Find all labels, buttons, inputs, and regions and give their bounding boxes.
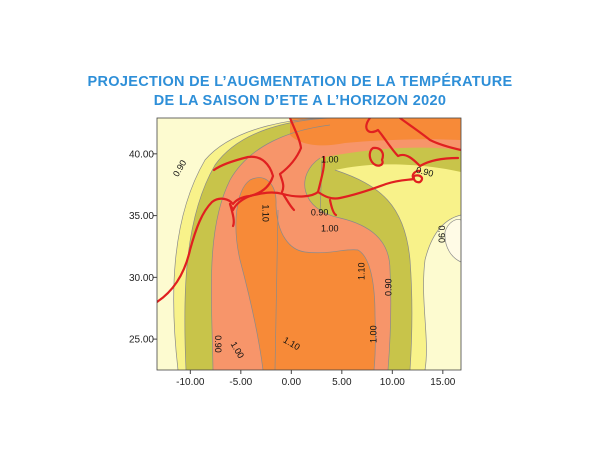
x-tick-label: -10.00: [176, 377, 205, 388]
y-tick-label: 40.00: [129, 149, 154, 160]
y-tick-label: 30.00: [129, 273, 154, 284]
border: [228, 202, 235, 228]
x-tick-label: 5.00: [332, 377, 352, 388]
italy-coast: [365, 118, 460, 168]
contour-line: [184, 118, 331, 370]
border: [328, 198, 338, 217]
meridian-line: [319, 159, 323, 216]
contour-label: 0.90: [384, 278, 394, 296]
contour-line: [173, 118, 331, 370]
contour-line: [444, 231, 461, 263]
contour-line: [304, 157, 392, 370]
contour-label: 1.00: [321, 154, 339, 164]
iberia-coast: [212, 155, 275, 212]
contour-line: [334, 169, 413, 370]
contour-line: [235, 177, 376, 370]
contour-label: 0.90: [213, 335, 223, 353]
contour-label: 1.00: [321, 224, 339, 234]
border: [281, 192, 296, 212]
plot-frame: [156, 117, 462, 371]
contour-label: 0.90: [436, 225, 446, 243]
map-title-line-1: PROJECTION DE L’AUGMENTATION DE LA TEMPÉ…: [87, 74, 513, 90]
contour-label: 1.10: [261, 204, 271, 222]
contour-fill-layer: [157, 118, 461, 370]
contour-lines: [173, 118, 461, 370]
x-axis: -10.00 -5.00 0.00 5.00 10.00 15.00: [176, 370, 456, 388]
contour-label: 1.00: [369, 325, 379, 343]
island: [368, 146, 384, 167]
y-tick-label: 25.00: [129, 335, 154, 346]
contour-line: [444, 219, 461, 233]
x-tick-label: 10.00: [380, 377, 405, 388]
meridian-line: [274, 209, 279, 370]
border: [316, 155, 326, 194]
island: [412, 174, 424, 184]
contour-label: 1.10: [356, 262, 366, 280]
country-borders: [157, 118, 461, 304]
contour-line: [423, 214, 461, 370]
contour-line: [211, 124, 331, 370]
x-tick-label: 0.00: [282, 377, 302, 388]
y-axis: 40.00 35.00 30.00 25.00: [129, 149, 157, 346]
france-coast: [278, 118, 303, 194]
x-tick-label: 15.00: [430, 377, 455, 388]
border: [398, 118, 461, 152]
contour-label: 0.90: [415, 165, 435, 179]
x-tick-label: -5.00: [229, 377, 252, 388]
band-above-1-10-south: [235, 177, 376, 370]
contour-label: 0.90: [311, 207, 329, 217]
map-title-line-2: DE LA SAISON D’ETE A L’HORIZON 2020: [153, 93, 447, 109]
y-tick-label: 35.00: [129, 211, 154, 222]
